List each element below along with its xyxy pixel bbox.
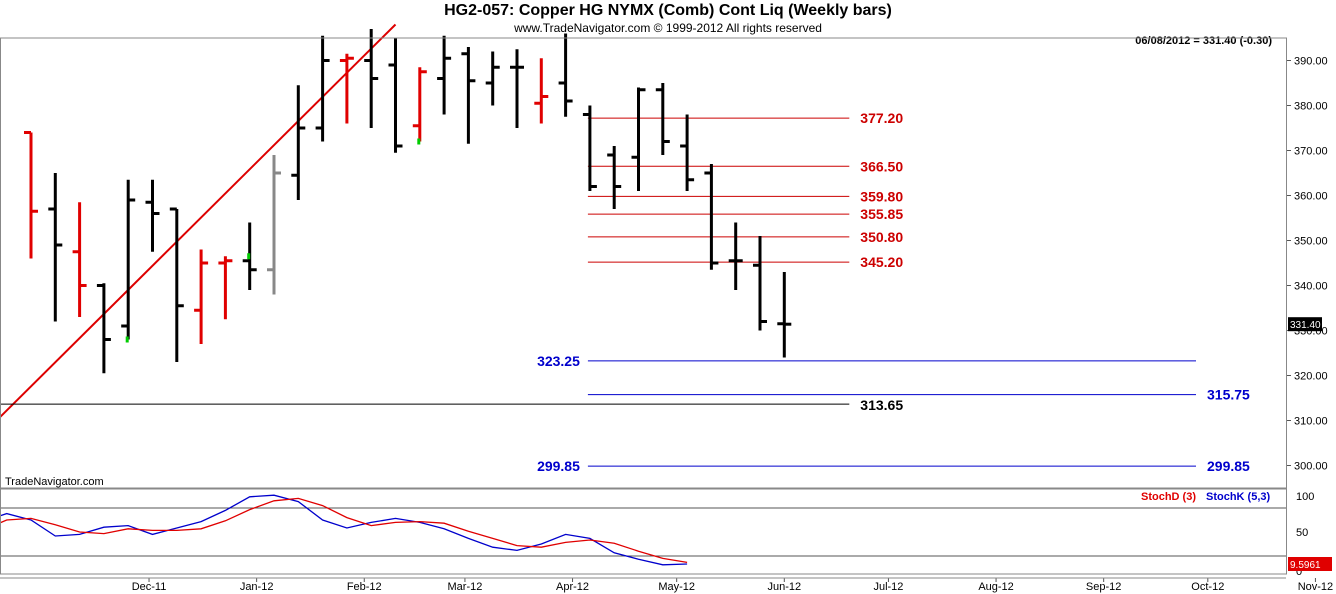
fib-level-label: 355.85 (860, 206, 903, 222)
y-tick-label: 370.00 (1294, 146, 1328, 158)
ohlc-bar (96, 283, 111, 374)
x-axis: Dec-11 Jan-12 Feb-12 Mar-12 Apr-12 May-12 Jun-… (132, 578, 1333, 593)
x-tick-label: Sep-12 (1086, 581, 1121, 593)
ohlc-bar (582, 105, 597, 191)
ohlc-bar (655, 83, 670, 155)
y-tick-label: 300.00 (1294, 461, 1328, 473)
x-tick-label: Jan-12 (240, 581, 274, 593)
ohlc-bar (412, 67, 427, 142)
fib-level-label: 366.50 (860, 158, 903, 174)
target-level-label: 323.25 (537, 353, 580, 369)
x-tick-label: Aug-12 (978, 581, 1013, 593)
ohlc-bar (218, 256, 233, 320)
target-level-label: 315.75 (1207, 387, 1250, 403)
y-tick-label: 390.00 (1294, 56, 1328, 68)
ohlc-bar (267, 155, 281, 295)
legend-stoch-k: StochK (5,3) (1206, 491, 1271, 503)
ohlc-bar (558, 33, 573, 117)
target-level-label: 299.85 (537, 458, 580, 474)
watermark-text: TradeNavigator.com (5, 476, 104, 488)
ohlc-bar (364, 29, 379, 128)
ohlc-bar (24, 131, 38, 259)
fib-level-label: 377.20 (860, 110, 903, 126)
x-tick-label: Mar-12 (448, 581, 483, 593)
copyright-subtitle: www.TradeNavigator.com © 1999-2012 All r… (514, 21, 822, 35)
ohlc-bar (753, 236, 767, 331)
ohlc-bar (72, 202, 87, 317)
y-tick-label: 320.00 (1294, 371, 1328, 383)
y-tick-label: 380.00 (1294, 101, 1328, 113)
chart-title: HG2-057: Copper HG NYMX (Comb) Cont Liq … (444, 2, 892, 19)
last-price-box (1288, 317, 1322, 332)
ohlc-bar (339, 53, 354, 124)
price-panel: 300.00310.00320.00330.00340.00350.00360.… (0, 23, 1328, 474)
support-level-label: 313.65 (860, 397, 903, 413)
x-tick-label: Nov-12 (1298, 581, 1333, 593)
stoch-y-label: 0 (1296, 566, 1302, 578)
stoch-value-box (1288, 557, 1332, 571)
ohlc-bar (631, 87, 646, 191)
ohlc-bar (485, 51, 500, 106)
stoch-panel-frame (0, 488, 1287, 575)
ohlc-bar (145, 179, 160, 252)
last-price-label: 331.40 (1290, 320, 1321, 331)
x-tick-label: May-12 (658, 581, 695, 593)
y-tick-label: 340.00 (1294, 281, 1328, 293)
ohlc-bar (607, 146, 622, 209)
fib-level-label: 350.80 (860, 229, 903, 245)
y-tick-label: 310.00 (1294, 416, 1328, 428)
ohlc-bar (388, 38, 403, 153)
ohlc-bar (291, 85, 306, 200)
y-tick-label: 350.00 (1294, 236, 1328, 248)
ohlc-bar (728, 222, 743, 290)
ohlc-bar (510, 49, 524, 128)
x-tick-label: Dec-11 (132, 581, 167, 593)
ohlc-bar (121, 179, 136, 340)
ohlc-bar (461, 47, 476, 144)
legend-stoch-d: StochD (3) (1141, 491, 1196, 503)
target-level-label: 299.85 (1207, 458, 1250, 474)
fib-level-label: 359.80 (860, 188, 903, 204)
ohlc-bar (315, 35, 330, 142)
price-panel-frame (0, 37, 1287, 489)
ohlc-bar (704, 164, 719, 270)
ohlc-bar (194, 249, 209, 344)
ohlc-bar (534, 58, 549, 124)
ohlc-bar (777, 272, 792, 358)
x-tick-label: Jun-12 (767, 581, 801, 593)
stoch-y-label: 100 (1296, 491, 1314, 503)
stoch-y-label: 50 (1296, 527, 1308, 539)
ohlc-bar (680, 114, 695, 191)
x-tick-label: Feb-12 (347, 581, 382, 593)
x-tick-label: Apr-12 (556, 581, 589, 593)
stoch-value-label: 9.5961 (1290, 560, 1321, 571)
stochastic-panel: 100 50 09.5961 (0, 491, 1332, 578)
stoch-k-line (0, 494, 688, 566)
ohlc-bar (437, 35, 452, 115)
ohlc-bar (48, 173, 63, 322)
fib-level-label: 345.20 (860, 254, 903, 270)
trendline (0, 23, 397, 419)
stoch-d-line (0, 497, 688, 564)
ohlc-bar (169, 207, 184, 362)
y-tick-label: 360.00 (1294, 191, 1328, 203)
x-tick-label: Jul-12 (873, 581, 903, 593)
x-tick-label: Oct-12 (1191, 581, 1224, 593)
